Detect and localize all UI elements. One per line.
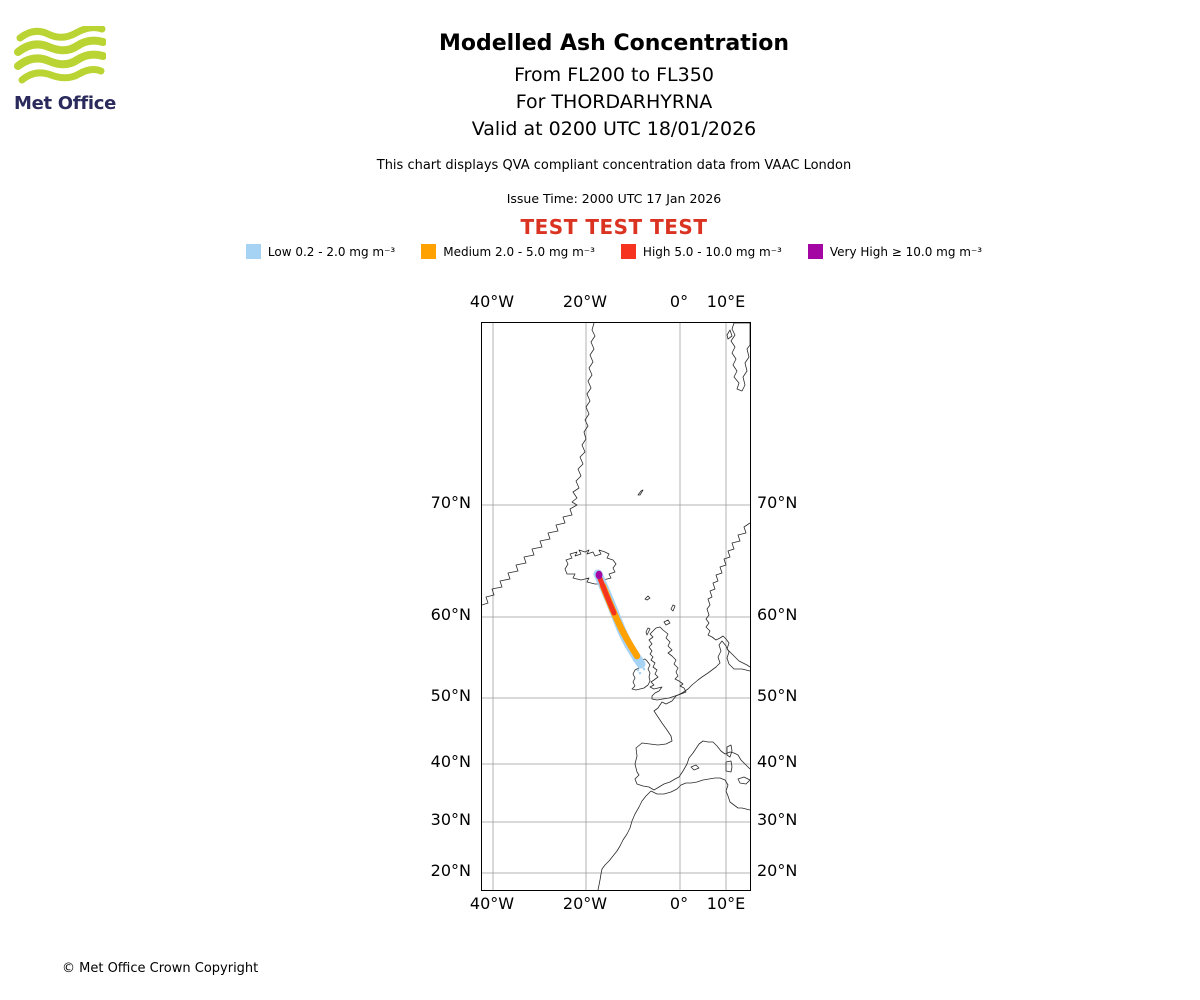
coastline-hebrides [645,627,651,636]
legend-swatch-low [245,244,261,259]
coastline-ireland [631,658,651,691]
legend-item-very-high: Very High ≥ 10.0 mg m⁻³ [807,244,983,259]
coastline-sicily [737,776,750,785]
coastline-orkney [663,619,671,626]
ash-plume-very-high-source [595,570,603,580]
lat-tick-right-60n: 60°N [757,605,798,624]
coastline-jan-mayen [637,489,644,496]
coastline-corsica [726,744,733,758]
valid-time: Valid at 0200 UTC 18/01/2026 [471,118,757,140]
met-office-wordmark: Met Office [14,93,117,114]
lon-tick-top-40w: 40°W [469,292,515,311]
lat-tick-left-60n: 60°N [430,605,471,624]
issue-time: Issue Time: 2000 UTC 17 Jan 2026 [506,191,722,206]
coastline-faroe [644,595,651,601]
legend-swatch-medium [421,244,437,259]
ash-plume-high-band [596,573,617,616]
page-title: Modelled Ash Concentration [438,31,790,56]
coastline-iceland [564,549,617,585]
coastline-greenland [482,323,596,606]
legend-label-high: High 5.0 - 10.0 mg m⁻³ [642,244,782,259]
met-office-logo: Met Office [14,24,144,114]
lat-tick-left-70n: 70°N [430,493,471,512]
lat-tick-left-50n: 50°N [430,686,471,705]
lon-tick-top-0: 0° [669,292,689,311]
coastline-svalbard [730,323,750,392]
legend-swatch-very-high [807,244,823,259]
legend-item-medium: Medium 2.0 - 5.0 mg m⁻³ [421,244,595,259]
ash-plume-low-speckles [632,658,646,675]
lon-tick-bottom-10e: 10°E [706,894,746,913]
legend-swatch-high [620,244,636,259]
coastline-africa-west [597,790,652,890]
concentration-legend: Low 0.2 - 2.0 mg m⁻³ Medium 2.0 - 5.0 mg… [14,244,1200,259]
coastline-norway [705,522,750,668]
lat-tick-left-20n: 20°N [430,861,471,880]
volcano-name: For THORDARHYRNA [515,91,713,113]
compliance-note: This chart displays QVA compliant concen… [376,158,852,173]
lon-tick-bottom-40w: 40°W [469,894,515,913]
legend-item-low: Low 0.2 - 2.0 mg m⁻³ [245,244,396,259]
coastline-great-britain [648,626,687,701]
lat-tick-right-40n: 40°N [757,752,798,771]
legend-label-low: Low 0.2 - 2.0 mg m⁻³ [267,244,396,259]
lon-tick-top-10e: 10°E [706,292,746,311]
lon-tick-top-20w: 20°W [562,292,608,311]
coastline-sardinia [725,760,733,773]
coastlines [482,323,750,890]
test-banner: TEST TEST TEST [520,215,708,239]
map-frame [481,322,751,891]
copyright-notice: © Met Office Crown Copyright [62,961,259,976]
coastline-mallorca [690,764,700,771]
ash-plume [593,569,646,675]
lat-tick-left-30n: 30°N [430,810,471,829]
coastline-europe-mainland [634,640,750,791]
lat-tick-right-20n: 20°N [757,861,798,880]
coastline-svalbard-west [726,329,733,340]
lat-tick-right-50n: 50°N [757,686,798,705]
lat-tick-left-40n: 40°N [430,752,471,771]
lat-tick-right-70n: 70°N [757,493,798,512]
lat-tick-right-30n: 30°N [757,810,798,829]
met-office-waves-icon [14,24,107,84]
legend-item-high: High 5.0 - 10.0 mg m⁻³ [620,244,782,259]
legend-label-medium: Medium 2.0 - 5.0 mg m⁻³ [443,244,595,259]
flight-level-range: From FL200 to FL350 [514,64,714,86]
coastline-shetland [670,604,676,612]
coastline-africa-north [650,777,750,811]
legend-label-very-high: Very High ≥ 10.0 mg m⁻³ [829,244,983,259]
lon-tick-bottom-0: 0° [669,894,689,913]
lon-tick-bottom-20w: 20°W [562,894,608,913]
map-canvas [482,323,750,890]
